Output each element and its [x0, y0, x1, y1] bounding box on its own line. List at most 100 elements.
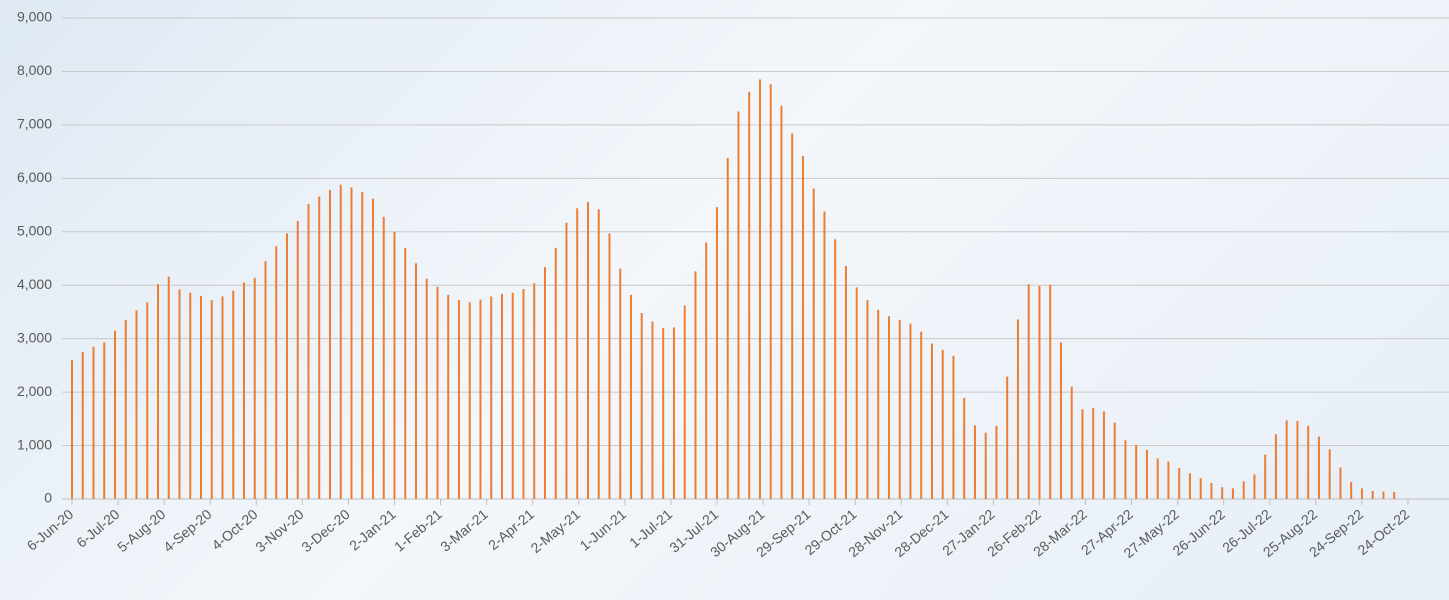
bar — [490, 296, 492, 499]
x-tick-label: 5-Aug-20 — [114, 506, 169, 555]
bar — [1103, 411, 1105, 499]
bar — [759, 79, 761, 499]
bar — [995, 426, 997, 499]
bar — [1157, 458, 1159, 499]
bar — [791, 133, 793, 499]
bar — [1382, 492, 1384, 499]
bar — [92, 347, 94, 499]
bar — [168, 277, 170, 499]
bar — [1286, 420, 1288, 499]
bar — [1350, 482, 1352, 499]
bar — [587, 202, 589, 499]
bar — [404, 248, 406, 499]
y-tick-label: 2,000 — [17, 383, 52, 399]
bar — [780, 106, 782, 499]
bar — [770, 84, 772, 499]
bar — [522, 289, 524, 499]
bar — [1135, 445, 1137, 499]
x-tick-label: 24-Oct-22 — [1354, 506, 1412, 558]
bar — [178, 289, 180, 499]
y-tick-label: 0 — [44, 490, 52, 506]
bar — [329, 190, 331, 499]
bar — [297, 221, 299, 499]
bar — [823, 211, 825, 499]
bar — [1275, 434, 1277, 499]
bar — [705, 242, 707, 499]
bar — [350, 187, 352, 499]
bar — [1092, 408, 1094, 499]
bar — [856, 287, 858, 499]
x-tick-label: 6-Jun-20 — [24, 506, 77, 554]
bar — [1210, 483, 1212, 499]
bar — [630, 295, 632, 499]
chart: 01,0002,0003,0004,0005,0006,0007,0008,00… — [0, 0, 1449, 600]
bar — [415, 263, 417, 499]
bar — [372, 199, 374, 499]
bar — [361, 192, 363, 499]
bar — [383, 217, 385, 499]
bar — [200, 296, 202, 499]
bar — [748, 92, 750, 499]
x-tick-label: 4-Oct-20 — [209, 506, 261, 553]
bar — [866, 300, 868, 499]
bar — [1307, 426, 1309, 499]
bar — [555, 248, 557, 499]
bar — [598, 209, 600, 499]
bar — [340, 185, 342, 499]
bar — [1372, 491, 1374, 499]
bar — [1361, 488, 1363, 499]
bar — [899, 320, 901, 499]
y-tick-label: 7,000 — [17, 116, 52, 132]
bar — [393, 232, 395, 499]
x-tick-label: 2-Jan-21 — [346, 506, 399, 554]
bar — [834, 239, 836, 499]
x-tick-label: 3-Nov-20 — [252, 506, 307, 555]
bar — [1060, 342, 1062, 499]
bar — [662, 328, 664, 499]
bar — [1318, 436, 1320, 499]
bar — [264, 261, 266, 499]
bar — [565, 223, 567, 499]
bar — [1038, 286, 1040, 499]
x-tick-label: 1-Jun-21 — [577, 506, 630, 554]
y-tick-label: 5,000 — [17, 222, 52, 238]
bar — [232, 291, 234, 499]
bar — [1017, 319, 1019, 499]
bar — [1329, 449, 1331, 499]
bar — [931, 343, 933, 499]
bar — [1296, 421, 1298, 499]
bar — [189, 293, 191, 499]
bar — [447, 295, 449, 499]
bar — [82, 352, 84, 499]
bar — [1200, 478, 1202, 499]
bar — [716, 207, 718, 499]
bar — [458, 300, 460, 499]
bar — [146, 302, 148, 499]
y-tick-label: 6,000 — [17, 169, 52, 185]
bar — [221, 296, 223, 499]
bar — [512, 293, 514, 499]
bar — [619, 269, 621, 499]
bar — [1339, 467, 1341, 499]
bar — [1049, 285, 1051, 499]
bar — [533, 283, 535, 499]
x-tick-label: 3-Dec-20 — [298, 506, 353, 555]
bar — [684, 306, 686, 499]
bar — [1393, 492, 1395, 499]
bar — [909, 324, 911, 499]
bar — [436, 287, 438, 499]
bar — [1243, 481, 1245, 499]
y-tick-label: 3,000 — [17, 329, 52, 345]
bar — [952, 356, 954, 499]
bar — [469, 302, 471, 499]
bar — [737, 112, 739, 499]
bar — [576, 208, 578, 499]
bar — [318, 197, 320, 499]
bar — [985, 433, 987, 499]
y-tick-label: 1,000 — [17, 436, 52, 452]
bar — [243, 283, 245, 499]
bar — [920, 332, 922, 499]
bar — [974, 425, 976, 499]
bar — [1071, 387, 1073, 499]
bar — [254, 278, 256, 499]
